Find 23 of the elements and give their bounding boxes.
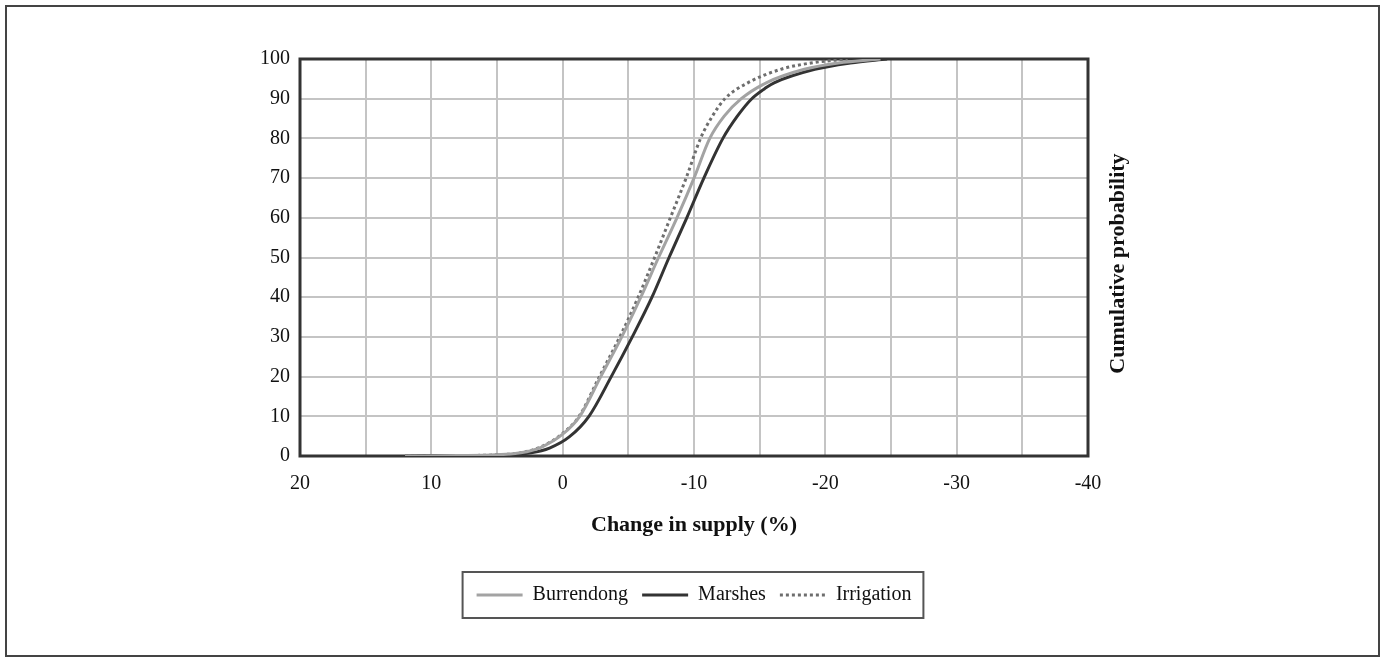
y-axis-title: Cumulative probability xyxy=(1103,153,1129,374)
legend-label: Marshes xyxy=(698,582,767,605)
y-tick-label: 70 xyxy=(270,165,290,188)
y-tick-label: 20 xyxy=(270,363,290,386)
y-tick-label: 60 xyxy=(270,205,290,228)
x-tick-label: 0 xyxy=(557,471,568,494)
x-tick-label: 20 xyxy=(290,471,310,494)
y-tick-label: 30 xyxy=(270,324,290,347)
legend-label: Irrigation xyxy=(835,582,912,606)
x-tick-label: -20 xyxy=(812,471,839,494)
y-tick-label: 10 xyxy=(270,403,290,426)
y-tick-label: 50 xyxy=(270,244,290,267)
y-tick-label: 90 xyxy=(270,85,290,108)
x-tick-label: -40 xyxy=(1074,471,1102,494)
x-tick-label: -10 xyxy=(680,471,708,494)
legend-label: Burrendong xyxy=(532,582,629,606)
y-tick-label: 40 xyxy=(270,284,290,307)
y-tick-label: 0 xyxy=(280,443,290,466)
x-axis-title: Change in supply (%) xyxy=(590,511,798,537)
y-tick-label: 100 xyxy=(260,46,290,69)
x-tick-label: 10 xyxy=(421,471,442,494)
x-tick-label: -30 xyxy=(943,471,970,494)
y-tick-label: 80 xyxy=(270,125,290,148)
